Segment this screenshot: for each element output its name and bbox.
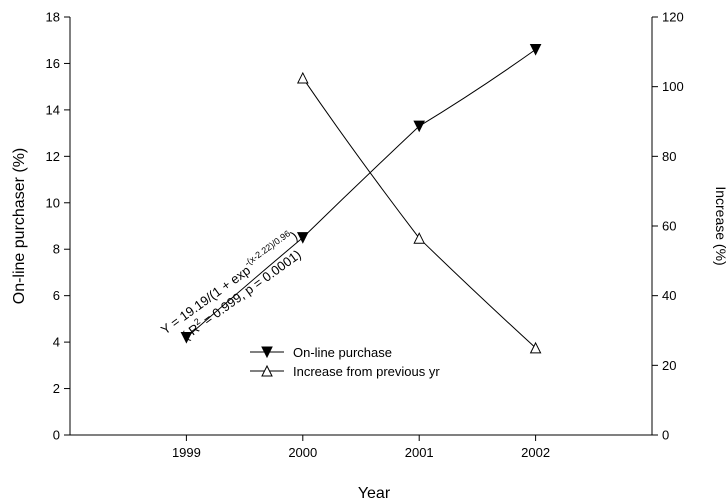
x-tick-label: 2002 — [521, 445, 550, 460]
legend-marker-open-triangle — [261, 364, 273, 377]
legend-item-online-purchase: On-line purchase — [250, 345, 392, 360]
y-left-tick-label: 4 — [53, 335, 60, 350]
x-tick-label: 2001 — [405, 445, 434, 460]
data-point-online-purchase — [413, 120, 426, 133]
data-point-online-purchase — [180, 331, 193, 344]
legend-marker-filled-triangle — [261, 346, 273, 359]
legend-item-increase: Increase from previous yr — [250, 364, 440, 379]
y-right-tick-label: 40 — [662, 288, 676, 303]
fit-annotation: Y = 19.19/(1 + exp-(x-2.22)/0.96) ( R2 =… — [156, 226, 304, 343]
y-left-tick-label: 8 — [53, 242, 60, 257]
y-left-tick-label: 12 — [46, 149, 60, 164]
y-left-tick-label: 10 — [46, 195, 60, 210]
data-point-increase — [413, 232, 426, 244]
data-point-online-purchase — [529, 44, 542, 56]
axes: 0 2 4 6 8 10 12 14 16 18 0 20 40 60 80 100 120 1999 2000 20… — [11, 10, 726, 503]
y-left-tick-label: 6 — [53, 288, 60, 303]
y-left-tick-label: 2 — [53, 381, 60, 396]
y-right-tick-label: 20 — [662, 358, 676, 373]
legend: On-line purchase Increase from previous … — [250, 345, 440, 379]
data-point-increase — [529, 341, 542, 354]
series-line-online-purchase — [186, 49, 536, 338]
y-right-tick-label: 0 — [662, 428, 669, 443]
y-right-tick-label: 120 — [662, 10, 684, 25]
data-point-online-purchase — [296, 232, 309, 244]
y-right-tick-label: 100 — [662, 79, 684, 94]
y-left-tick-label: 16 — [46, 56, 60, 71]
x-tick-label: 1999 — [172, 445, 201, 460]
y-axis-right-title: Increase (%) — [713, 186, 726, 265]
y-left-tick-label: 14 — [46, 102, 60, 117]
series-layer — [180, 44, 542, 354]
data-point-increase — [296, 71, 309, 84]
x-tick-label: 2000 — [288, 445, 317, 460]
legend-label-increase: Increase from previous yr — [293, 364, 440, 379]
y-axis-left-title: On-line purchaser (%) — [11, 148, 28, 305]
series-line-increase — [302, 77, 536, 349]
y-right-tick-label: 60 — [662, 219, 676, 234]
y-left-tick-label: 18 — [46, 10, 60, 25]
y-left-tick-label: 0 — [53, 428, 60, 443]
y-right-tick-label: 80 — [662, 149, 676, 164]
annotation-r-squared: ( R2 = 0.999, p = 0.0001) — [178, 245, 304, 343]
legend-label-online-purchase: On-line purchase — [293, 345, 392, 360]
x-axis-title: Year — [358, 485, 391, 502]
annotation-equation: Y = 19.19/(1 + exp-(x-2.22)/0.96) — [156, 226, 300, 338]
